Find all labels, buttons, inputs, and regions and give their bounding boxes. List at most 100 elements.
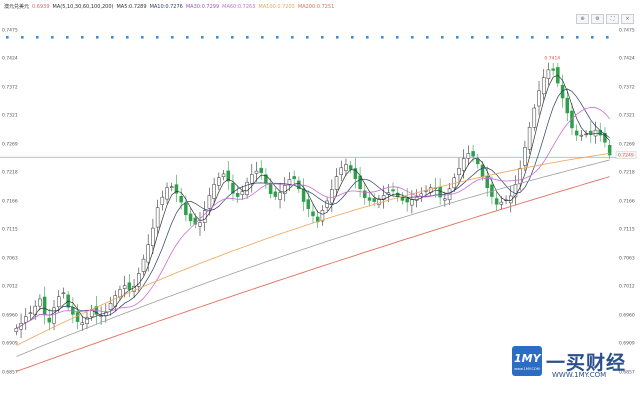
y-tick-label-right: 0.7063: [619, 256, 635, 262]
zoom-icon[interactable]: ⊕: [576, 14, 589, 24]
chart-toolbar: ⊕ ⚙ ⛶ ×: [576, 14, 634, 24]
candle-body: [118, 289, 122, 297]
candle-body: [155, 207, 160, 228]
event-marker: [336, 36, 339, 39]
candle-body: [75, 312, 80, 322]
event-marker: [576, 36, 579, 39]
candle-body: [184, 202, 188, 216]
candle-body: [476, 158, 480, 165]
candle-body: [457, 168, 461, 176]
candle-body: [532, 107, 537, 128]
current-price-tag: [615, 151, 637, 159]
candle-body: [292, 176, 296, 180]
candle-body: [250, 174, 254, 184]
event-marker: [231, 36, 234, 39]
y-tick-label-left: 0.6857: [2, 370, 18, 376]
ma5-line: [16, 74, 610, 329]
close-icon[interactable]: ×: [621, 14, 634, 24]
y-tick-label-right: 0.7475: [619, 28, 635, 34]
candle-body: [410, 199, 414, 206]
ma100-line: [16, 159, 610, 357]
candle-body: [579, 134, 584, 137]
y-tick-label-left: 0.7218: [2, 170, 18, 176]
candle-body: [560, 84, 565, 99]
candle-body: [61, 292, 66, 294]
event-marker: [411, 36, 414, 39]
candle-body: [363, 190, 367, 198]
candle-body: [28, 312, 33, 314]
y-tick-label-left: 0.7372: [2, 85, 18, 91]
candle-body: [52, 307, 56, 324]
candle-body: [334, 176, 339, 190]
event-marker: [186, 36, 189, 39]
candle-body: [320, 210, 325, 222]
candle-body: [268, 183, 273, 195]
candle-body: [174, 184, 179, 194]
event-marker: [426, 36, 429, 39]
brand-name: 一买财经: [546, 352, 627, 374]
y-tick-label-right: 0.6909: [619, 341, 635, 347]
expand-icon[interactable]: ⛶: [606, 14, 619, 24]
candle-body: [254, 170, 259, 174]
candle-body: [471, 151, 475, 157]
candle-body: [169, 186, 174, 188]
event-marker: [501, 36, 504, 39]
candle-body: [188, 213, 193, 222]
event-marker: [66, 36, 69, 39]
event-marker: [51, 36, 54, 39]
candle-body: [480, 164, 485, 178]
event-marker: [81, 36, 84, 39]
candle-body: [565, 97, 570, 114]
event-marker: [531, 36, 534, 39]
candle-body: [541, 77, 546, 95]
event-marker: [591, 36, 594, 39]
candle-body: [80, 322, 85, 325]
candle-body: [132, 285, 136, 292]
candle-body: [405, 198, 409, 203]
candle-body: [198, 222, 202, 227]
candle-body: [443, 198, 447, 201]
candle-body: [38, 298, 42, 307]
candle-body: [311, 211, 315, 217]
candle-body: [146, 244, 150, 263]
candle-body: [466, 153, 471, 159]
candle-body: [367, 197, 372, 201]
logo-subtext: www.1MY.COM: [514, 367, 540, 371]
candle-body: [391, 189, 395, 192]
settings-icon[interactable]: ⚙: [591, 14, 604, 24]
event-marker: [546, 36, 549, 39]
event-marker: [261, 36, 264, 39]
legend-item: 0.6939: [32, 4, 50, 10]
event-marker: [306, 36, 309, 39]
legend-item: MA(5,10,30,60,100,200): [52, 4, 114, 10]
candle-body: [282, 185, 287, 194]
event-marker: [111, 36, 114, 39]
legend-item: MA10:0.7276: [149, 4, 183, 10]
candle-body: [287, 179, 292, 185]
ma60-line: [16, 153, 610, 346]
ma10-line: [16, 88, 610, 329]
current-price-label: 0.7249: [618, 153, 634, 159]
event-marker: [561, 36, 564, 39]
candle-body: [584, 133, 588, 136]
candle-body: [151, 227, 155, 246]
candle-body: [330, 189, 334, 204]
candle-body: [527, 127, 532, 150]
event-marker: [396, 36, 399, 39]
event-marker: [291, 36, 294, 39]
event-marker: [471, 36, 474, 39]
event-marker: [366, 36, 369, 39]
max-price-label: 0.7414: [544, 56, 560, 62]
candle-body: [85, 317, 89, 324]
candle-body: [438, 186, 442, 198]
candle-body: [231, 182, 235, 194]
chart-legend: 澳元兑美元 0.6939 MA(5,10,30,60,100,200) MA5:0.7…: [4, 2, 337, 12]
event-marker: [381, 36, 384, 39]
candle-body: [494, 198, 499, 205]
legend-item: 澳元兑美元: [4, 4, 30, 10]
event-marker: [351, 36, 354, 39]
y-tick-label-right: 0.7321: [619, 113, 635, 119]
candle-body: [537, 90, 541, 107]
candle-body: [546, 69, 551, 79]
